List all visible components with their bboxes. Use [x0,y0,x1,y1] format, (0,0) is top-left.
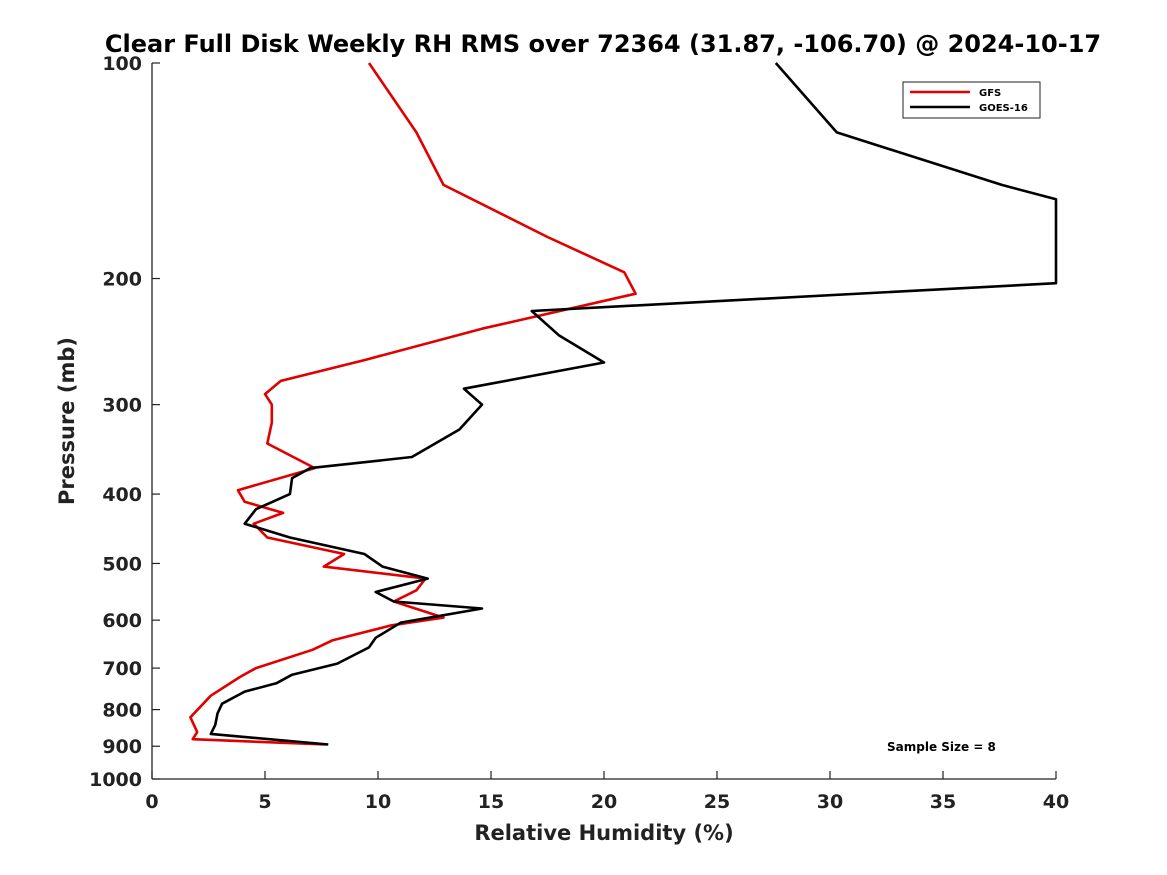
y-axis-label: Pressure (mb) [55,337,79,505]
series-line-goes16 [209,62,1058,746]
chart-title: Clear Full Disk Weekly RH RMS over 72364… [105,30,1101,58]
y-tick-label: 1000 [89,769,142,791]
y-tick-label: 500 [102,553,142,575]
legend-label-gfs: GFS [979,88,1001,99]
legend-label-goes16: GOES-16 [979,103,1028,114]
x-tick-label: 35 [930,791,956,813]
x-tick-label: 20 [591,791,617,813]
x-tick-label: 30 [817,791,843,813]
x-tick-label: 0 [145,791,158,813]
legend: GFS GOES-16 [902,81,1041,119]
x-tick-label: 40 [1043,791,1069,813]
x-axis-label: Relative Humidity (%) [474,821,733,845]
y-tick-label: 200 [102,269,142,291]
series-group [189,62,1058,746]
y-tick-label: 100 [102,53,142,75]
x-tick-label: 15 [478,791,504,813]
y-tick-label: 800 [102,700,142,722]
y-tick-label: 700 [102,658,142,680]
x-tick-label: 5 [258,791,271,813]
y-tick-label: 400 [102,484,142,506]
x-axis-ticks: 0 5 10 15 20 25 30 35 40 [145,771,1069,813]
x-tick-label: 10 [365,791,391,813]
y-tick-label: 600 [102,610,142,632]
x-tick-label: 25 [704,791,730,813]
series-line-gfs [189,62,637,746]
legend-box [902,81,1041,119]
sample-size-annotation: Sample Size = 8 [887,740,996,754]
y-tick-label: 900 [102,736,142,758]
y-axis-ticks: 100 200 300 400 500 600 700 800 900 1000 [89,53,160,791]
y-tick-label: 300 [102,395,142,417]
